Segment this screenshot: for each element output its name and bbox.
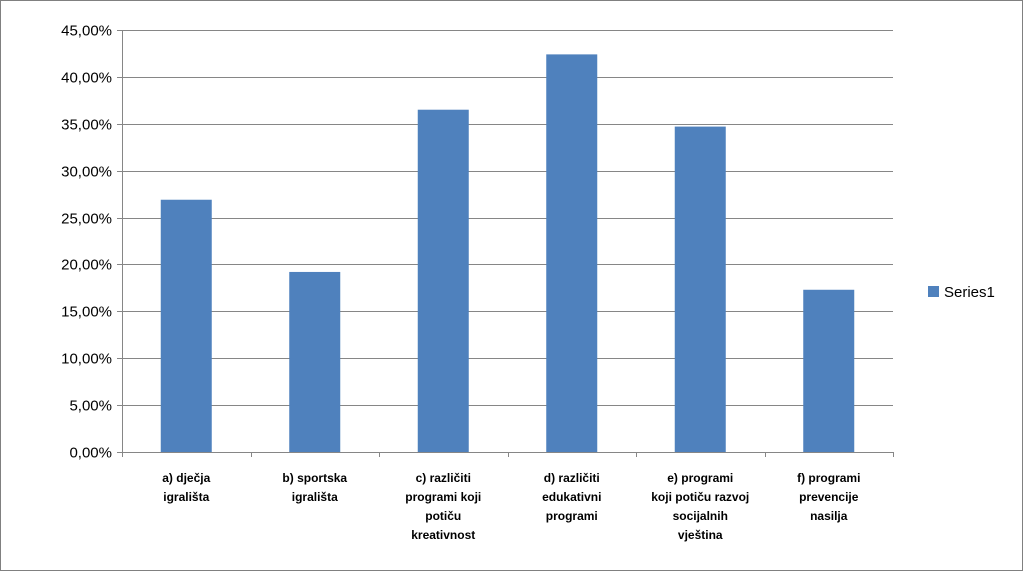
x-tick-label: d) različiti edukativni programi [542,471,601,523]
y-tick-label: 20,00% [61,257,112,274]
legend-swatch [928,286,939,297]
x-tick-label-line: prevencije [799,490,859,504]
x-tick-label-line: e) programi [667,471,733,485]
x-tick-label-line: b) sportska [282,471,347,485]
bar [803,289,855,452]
y-tick-label: 40,00% [61,70,112,87]
x-tick-label-line: socijalnih [673,509,728,523]
y-tick-label: 10,00% [61,351,112,368]
bar [289,271,341,452]
y-tick-label: 5,00% [69,398,112,415]
x-tick-label-line: edukativni [542,490,601,504]
x-tick-label-line: igrališta [163,490,209,504]
y-tick-label: 45,00% [61,23,112,40]
x-tick-label-line: nasilja [810,509,848,523]
legend-label: Series1 [944,284,995,301]
y-axis-ticks: 0,00% 5,00% 10,00% 15,00% 20,00% 25,00% 30,00%… [61,23,122,462]
x-tick-label-line: a) dječja [162,471,210,485]
x-tick-label: f) programi prevencije nasilja [797,471,860,523]
x-tick-label: e) programi koji potiču razvoj socijalnih v… [651,471,749,542]
y-tick-label: 35,00% [61,117,112,134]
x-tick-label-line: koji potiču razvoj [651,490,749,504]
x-tick-label-line: d) različiti [544,471,600,485]
y-tick-label: 25,00% [61,211,112,228]
bar [674,126,726,452]
gridlines [122,30,893,406]
bar [160,199,212,452]
x-tick-label: a) dječja igrališta [162,471,210,504]
x-tick-label-line: igrališta [292,490,338,504]
bar [546,54,598,452]
bar [417,109,469,452]
axes [122,30,894,457]
x-tick-label: b) sportska igrališta [282,471,347,504]
x-tick-label: c) različiti programi koji potiču kreativno… [405,471,481,542]
x-axis-labels: a) dječja igrališta b) sportska igrališta c)… [162,471,860,542]
x-tick-label-line: programi koji [405,490,481,504]
bars [160,54,855,452]
x-tick-label-line: programi [546,509,598,523]
x-tick-label-line: c) različiti [416,471,471,485]
x-tick-label-line: vještina [678,528,723,542]
legend: Series1 [928,284,995,301]
y-tick-label: 30,00% [61,164,112,181]
x-tick-label-line: f) programi [797,471,860,485]
x-tick-label-line: kreativnost [411,528,475,542]
x-tick-label-line: potiču [425,509,461,523]
y-tick-label: 15,00% [61,304,112,321]
y-tick-label: 0,00% [69,445,112,462]
